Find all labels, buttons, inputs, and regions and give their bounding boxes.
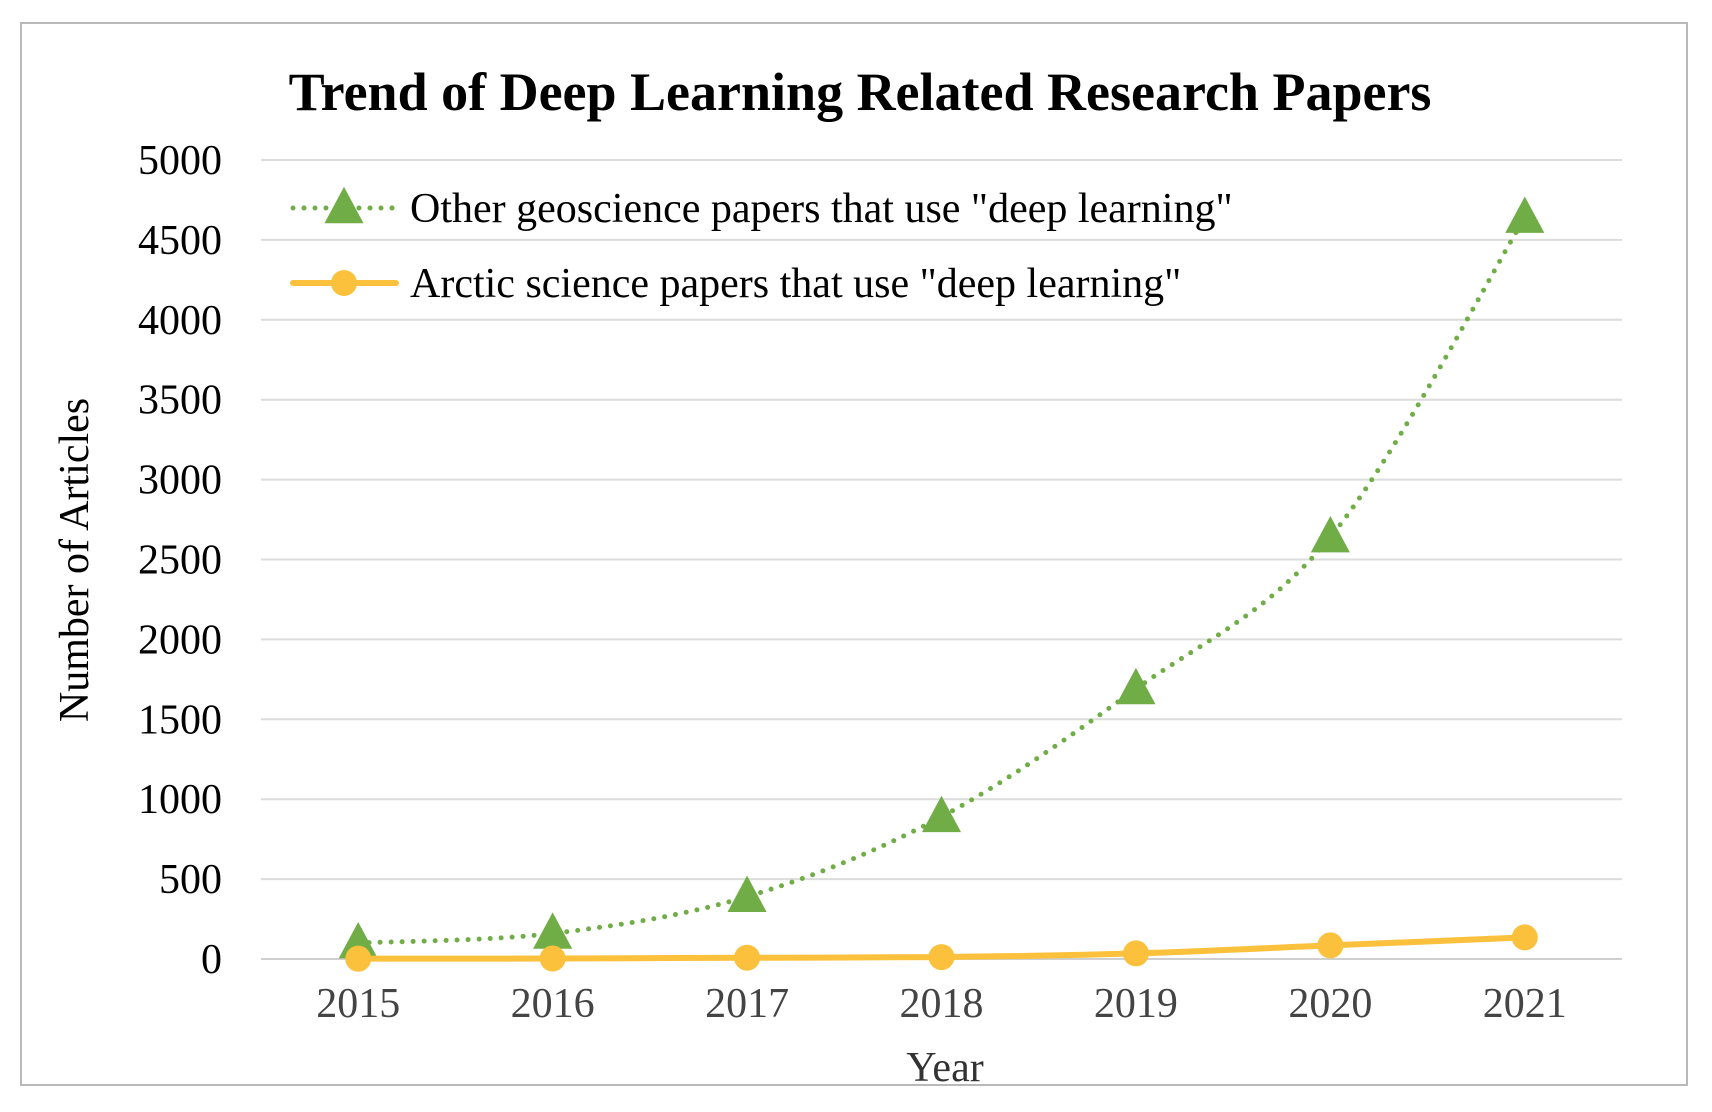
legend-marker: [324, 186, 364, 224]
y-tick-label: 500: [159, 857, 222, 903]
y-tick-label: 2500: [138, 538, 222, 584]
y-tick-label: 4500: [138, 218, 222, 264]
legend-marker: [331, 270, 357, 296]
y-tick-label: 3500: [138, 378, 222, 424]
x-tick-label: 2020: [1288, 981, 1372, 1027]
y-tick-label: 5000: [138, 138, 222, 184]
y-tick-label: 1000: [138, 777, 222, 823]
x-tick-label: 2015: [316, 981, 400, 1027]
x-axis-ticks: 2015 2016 2017 2018 2019 2020 2021: [316, 981, 1567, 1027]
series-2: [345, 924, 1538, 972]
legend-label: Arctic science papers that use "deep lea…: [410, 261, 1181, 307]
series-1-point: [1116, 667, 1156, 705]
y-tick-label: 0: [201, 937, 222, 983]
series-2-point: [928, 944, 955, 971]
x-tick-label: 2018: [900, 981, 984, 1027]
series-layer: [338, 196, 1545, 972]
series-1-point: [338, 921, 378, 959]
y-axis-title: Number of Articles: [52, 398, 98, 722]
y-tick-label: 1500: [138, 697, 222, 743]
legend: Other geoscience papers that use "deep l…: [290, 186, 1233, 307]
series-2-point: [1317, 932, 1344, 959]
y-tick-label: 2000: [138, 617, 222, 663]
y-tick-label: 4000: [138, 298, 222, 344]
x-tick-label: 2021: [1483, 981, 1567, 1027]
series-2-point: [1122, 940, 1149, 967]
legend-item-2: Arctic science papers that use "deep lea…: [290, 261, 1181, 307]
x-axis-title: Year: [906, 1045, 983, 1091]
series-1-point: [1310, 516, 1350, 553]
series-1: [338, 196, 1545, 959]
chart-frame: [20, 22, 1688, 1086]
series-1-point: [533, 912, 573, 949]
y-axis-ticks: 0 500 1000 1500 2000 2500 3000 3500 4000 4500 5000: [138, 138, 222, 983]
chart-title: Trend of Deep Learning Related Research …: [289, 62, 1432, 122]
x-tick-label: 2017: [705, 981, 789, 1027]
series-1-point: [727, 875, 767, 912]
series-2-point: [734, 944, 761, 971]
series-1-point: [921, 795, 962, 833]
series-2-point: [1511, 924, 1538, 951]
x-tick-label: 2019: [1094, 981, 1178, 1027]
legend-item-1: Other geoscience papers that use "deep l…: [290, 186, 1233, 232]
series-1-line: [355, 215, 1528, 946]
y-tick-label: 3000: [138, 458, 222, 504]
series-2-point: [539, 945, 566, 972]
legend-label: Other geoscience papers that use "deep l…: [410, 186, 1233, 232]
series-2-point: [345, 945, 372, 972]
series-1-point: [1505, 196, 1545, 233]
x-tick-label: 2016: [511, 981, 595, 1027]
